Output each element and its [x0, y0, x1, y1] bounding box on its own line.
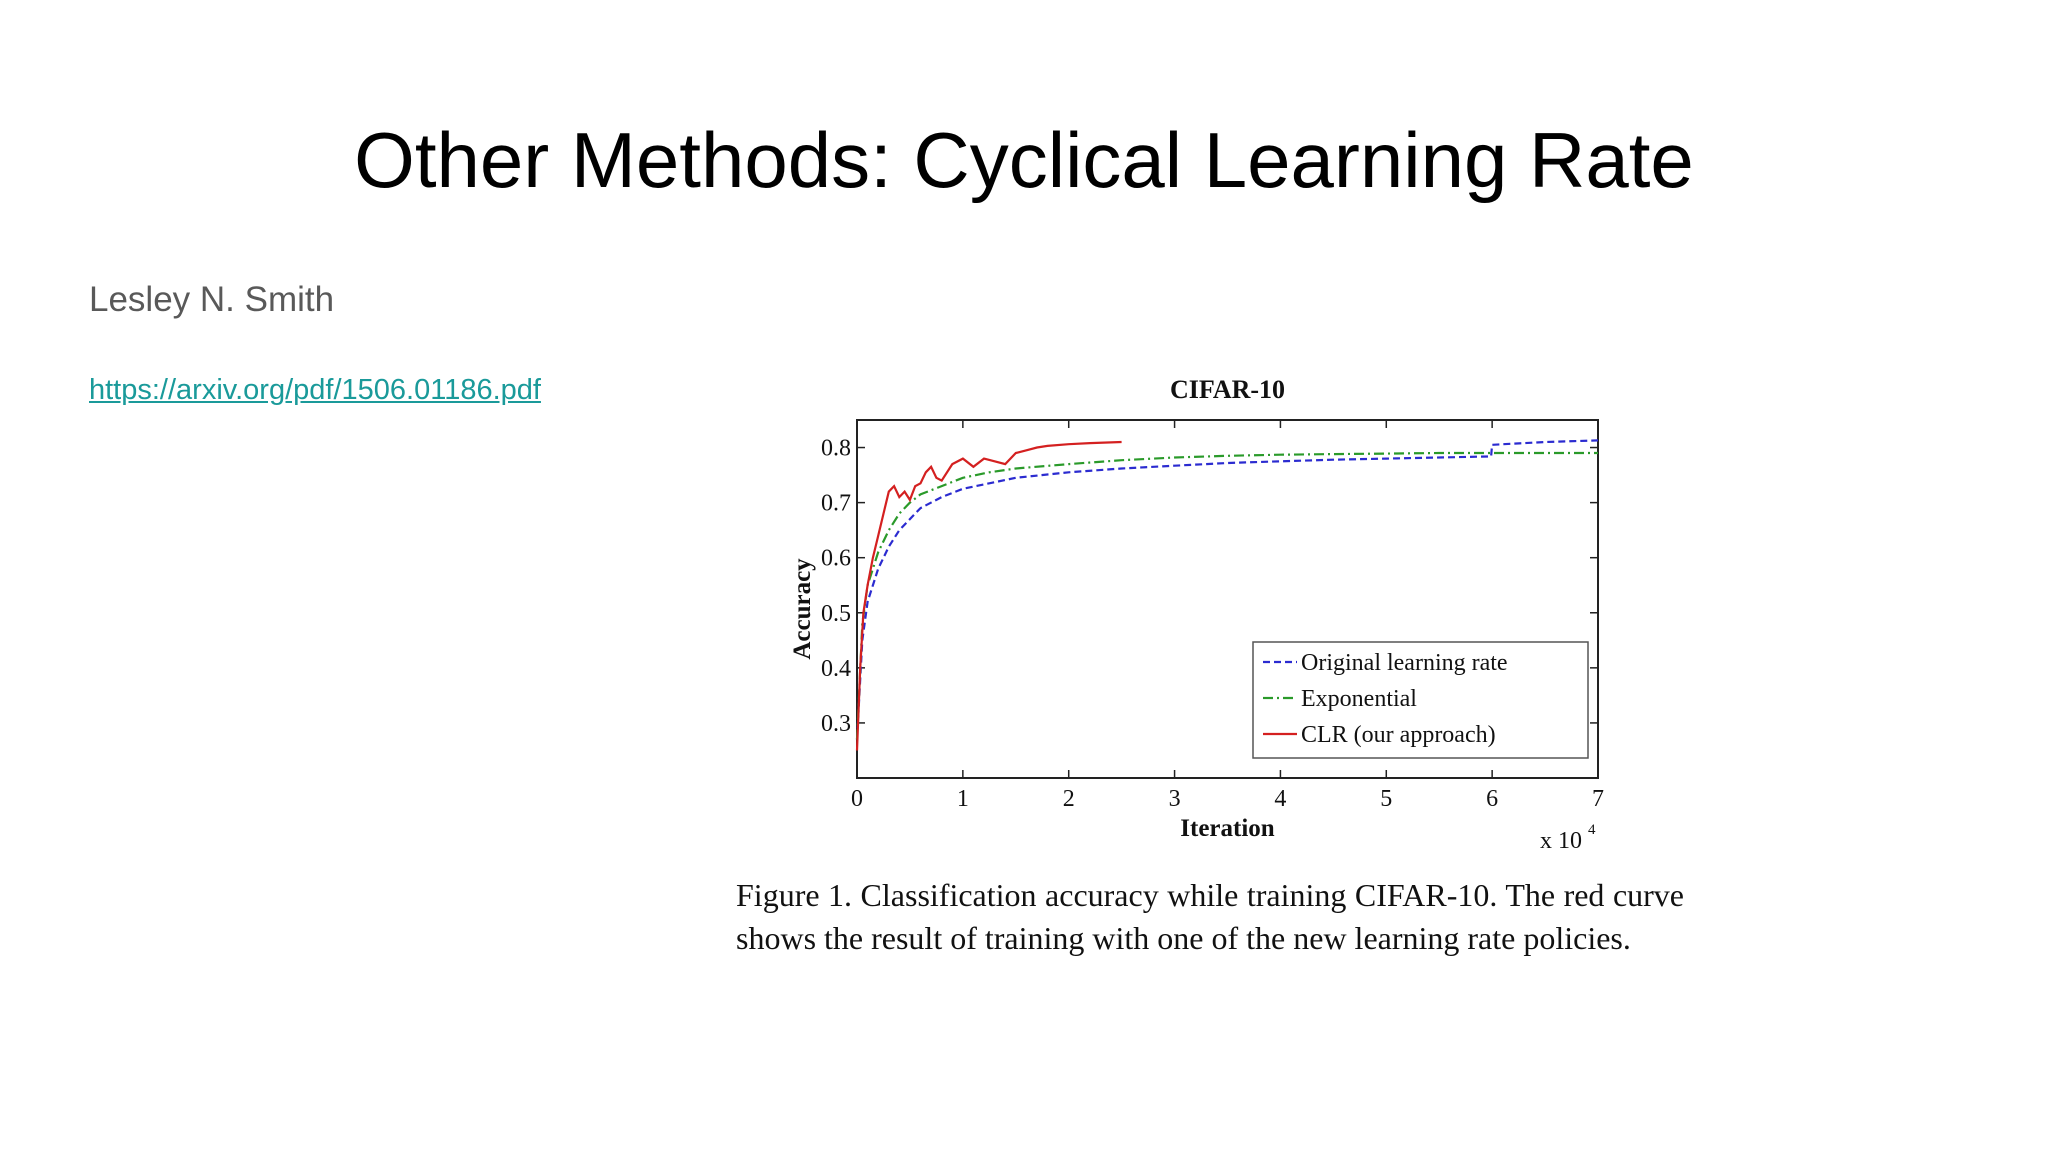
- y-axis-label: Accuracy: [789, 558, 816, 660]
- y-tick-label: 0.7: [821, 491, 851, 517]
- series-line-3: [855, 440, 1122, 751]
- x-tick-label: 0: [851, 786, 863, 812]
- chart-svg: CIFAR-10 0 1 2 3 4 5 6 7 0.3 0.4 0.5 0.6 0.7 0.8 Iterat…: [789, 375, 1604, 854]
- series-line-1: [855, 439, 1599, 740]
- x-tick-label: 1: [957, 786, 969, 812]
- paper-link[interactable]: https://arxiv.org/pdf/1506.01186.pdf: [89, 374, 541, 406]
- legend-label-2: Exponential: [1301, 686, 1417, 712]
- legend-box: [1252, 641, 1589, 759]
- x-tick-label: 6: [1486, 786, 1498, 812]
- chart-title: CIFAR-10: [1170, 375, 1285, 404]
- figure-caption: Figure 1. Classification accuracy while …: [736, 877, 1684, 956]
- y-tick-label: 0.6: [821, 546, 851, 572]
- x-multiplier-label: x 10: [1540, 828, 1582, 854]
- x-multiplier-exponent: 4: [1588, 822, 1596, 838]
- legend-label-3: CLR (our approach): [1301, 722, 1496, 748]
- x-tick-label: 2: [1063, 786, 1075, 812]
- x-tick-label: 7: [1592, 786, 1604, 812]
- accuracy-chart: CIFAR-10 0 1 2 3 4 5 6 7 0.3 0.4 0.5 0.6 0.7 0.8 Iterat…: [760, 360, 1700, 860]
- plot-frame: [856, 419, 1599, 779]
- x-tick-label: 5: [1380, 786, 1392, 812]
- x-tick-label: 4: [1274, 786, 1286, 812]
- y-tick-label: 0.8: [821, 436, 851, 462]
- series-line-2: [855, 451, 1598, 740]
- y-tick-label: 0.3: [821, 711, 851, 737]
- slide-title: Other Methods: Cyclical Learning Rate: [354, 116, 1694, 204]
- y-tick-label: 0.5: [821, 601, 851, 627]
- x-tick-label: 3: [1169, 786, 1181, 812]
- author-name: Lesley N. Smith: [89, 280, 335, 319]
- x-axis-label: Iteration: [1180, 815, 1275, 842]
- y-tick-label: 0.4: [821, 656, 851, 682]
- legend-label-1: Original learning rate: [1301, 650, 1508, 676]
